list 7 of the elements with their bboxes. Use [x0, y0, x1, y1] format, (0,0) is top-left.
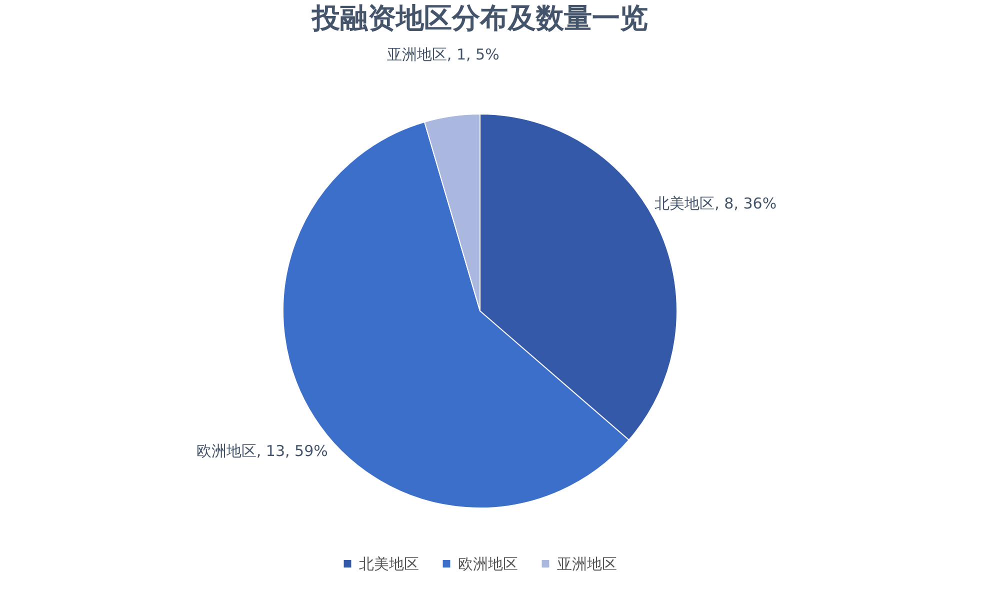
chart-title: 投融资地区分布及数量一览 — [311, 2, 648, 35]
legend-label: 欧洲地区 — [458, 554, 518, 573]
legend-label: 北美地区 — [359, 554, 419, 573]
data-label: 北美地区, 8, 36% — [654, 194, 777, 212]
legend-label: 亚洲地区 — [557, 554, 617, 573]
data-label: 欧洲地区, 13, 59% — [196, 442, 328, 460]
data-label: 亚洲地区, 1, 5% — [386, 46, 500, 64]
